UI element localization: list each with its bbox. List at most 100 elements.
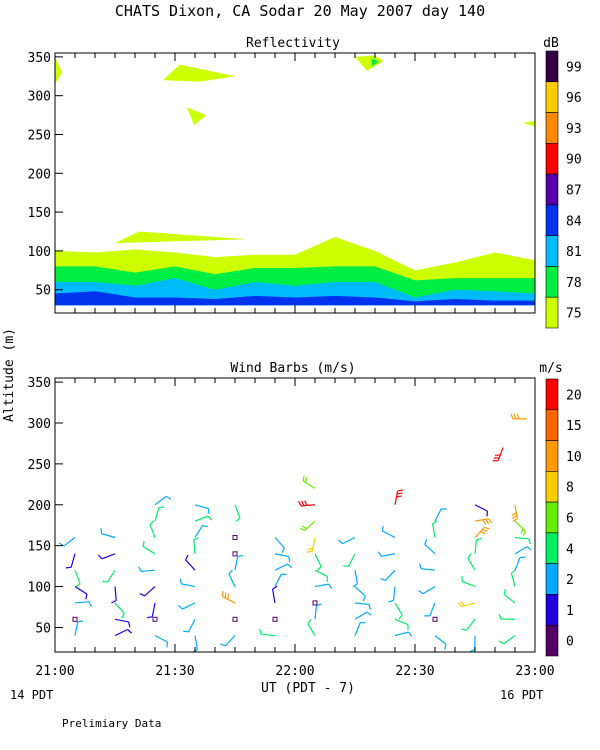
barb-flag (366, 611, 372, 616)
barb-flag (179, 578, 182, 585)
wind-ytick-label: 100 (28, 581, 51, 596)
barb-staff (114, 618, 129, 623)
barb-flag (178, 605, 183, 610)
barb-flag (220, 643, 226, 647)
barb-rotation (74, 620, 84, 636)
barb-flag (460, 601, 465, 607)
barb-staff (392, 586, 396, 601)
barb-staff (474, 539, 478, 554)
barb-rotation (234, 554, 244, 571)
wind-barb (194, 525, 208, 538)
barb-rotation (65, 553, 76, 569)
barb-staff (474, 518, 489, 522)
barb-staff (421, 568, 436, 571)
reflectivity-colorbar-unit: dB (543, 36, 559, 51)
barb-flag (343, 565, 349, 567)
wind-barb (114, 628, 132, 637)
barb-rotation (299, 520, 316, 532)
wind-colorbar-cell (545, 440, 559, 472)
barb-staff (434, 508, 442, 522)
barb-staff (114, 602, 125, 614)
wind-barb (74, 586, 88, 600)
barb-staff (234, 556, 239, 571)
barb-flag (408, 631, 413, 637)
wind-barb (474, 526, 490, 538)
wind-barb (114, 618, 131, 628)
wind-barb (58, 537, 76, 547)
wind-barb (154, 635, 169, 648)
barb-flag (58, 542, 65, 547)
wind-barb (234, 504, 241, 522)
barb-flag (432, 520, 438, 525)
wind-colorbar-cell (545, 563, 559, 595)
wind-barb (192, 635, 199, 653)
barb-rotation (343, 553, 356, 567)
barb-staff (74, 569, 81, 584)
barb-staff (193, 539, 196, 554)
barb-staff (70, 553, 76, 568)
wind-barb (221, 591, 236, 604)
barb-flag (298, 500, 302, 507)
wind-barb (298, 500, 316, 507)
barb-flag (512, 515, 518, 519)
reflectivity-colorbar: 99 96 93 90 87 84 81 78 75 (545, 50, 582, 329)
wind-barb (424, 602, 436, 617)
barb-rotation (503, 588, 516, 604)
barb-rotation (431, 520, 438, 538)
x-tick-label: 22:00 (275, 664, 314, 679)
barb-staff (141, 569, 156, 573)
wind-colorbar-cell (545, 409, 559, 441)
reflectivity-ytick-label: 200 (28, 167, 51, 182)
barb-flag (467, 553, 472, 559)
barb-staff (74, 601, 89, 604)
barb-flag (503, 588, 507, 595)
barb-staff (101, 553, 116, 560)
barb-flag (185, 554, 189, 561)
calm-marker (232, 616, 238, 622)
wind-colorbar-label: 8 (566, 481, 574, 496)
barb-rotation (274, 563, 292, 571)
wind-colorbar-cell (545, 501, 559, 534)
barb-rotation (418, 586, 436, 595)
wind-barb (431, 520, 438, 538)
barb-rotation (434, 635, 447, 650)
wind-barb (142, 541, 156, 555)
barb-flag (516, 413, 520, 420)
barb-rotation (111, 586, 117, 604)
barb-staff (354, 611, 368, 620)
barb-flag (235, 517, 241, 522)
wind-barb (514, 536, 531, 545)
barb-flag (482, 528, 488, 532)
wind-barb (380, 569, 396, 582)
barb-flag (127, 629, 132, 634)
barb-staff (181, 583, 196, 588)
wind-barb (97, 553, 116, 560)
barb-rotation (192, 635, 199, 653)
x-tick-label: 23:00 (515, 664, 554, 679)
barb-staff (354, 602, 369, 605)
barb-staff (467, 557, 476, 571)
barb-staff (348, 553, 356, 567)
wind-barb (394, 489, 404, 505)
barb-staff (422, 586, 436, 595)
barb-staff (74, 586, 88, 595)
reflectivity-colorbar-cell (545, 204, 559, 236)
y-axis-label: Altitude (m) (2, 328, 17, 422)
barb-rotation (338, 536, 356, 545)
barb-flag (493, 457, 500, 459)
barb-rotation (114, 628, 132, 637)
wind-barb (498, 613, 516, 620)
wind-barb (394, 631, 413, 637)
barb-flag (469, 649, 475, 653)
reflectivity-band-84 (55, 291, 535, 306)
barb-staff (194, 525, 203, 538)
barb-flag (328, 583, 333, 590)
wind-colorbar-label: 0 (566, 635, 574, 650)
barb-rotation (354, 586, 366, 602)
wind-frame (54, 377, 536, 653)
barb-rotation (474, 504, 489, 517)
barb-flag (193, 536, 199, 541)
barb-flag (498, 613, 502, 620)
wind-barb (424, 539, 436, 555)
